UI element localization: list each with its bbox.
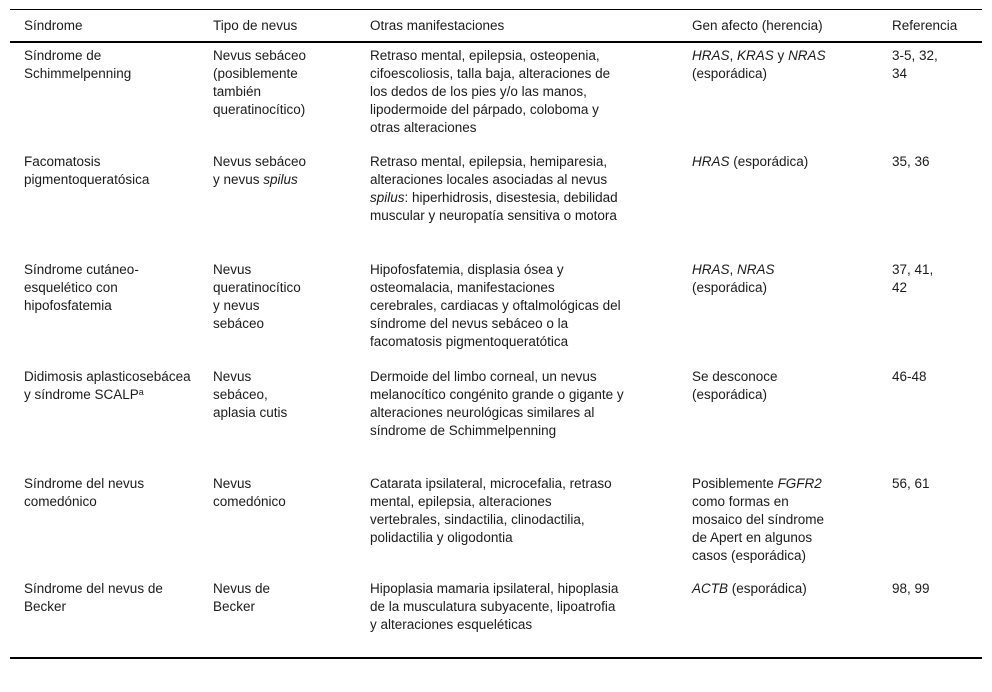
cell-referencia: 37, 41, 42	[892, 262, 934, 295]
column-header-tipo-de-nevus: Tipo de nevus	[213, 18, 298, 33]
cell-referencia: 98, 99	[892, 581, 930, 596]
cell-referencia: 35, 36	[892, 154, 930, 169]
cell-gen-afecto: Posiblemente FGFR2 como formas en mosaic…	[692, 476, 825, 563]
cell-otras-manifestaciones: Retraso mental, epilepsia, osteopenia, c…	[370, 48, 611, 135]
cell-tipo-de-nevus: Nevus comedónico	[213, 476, 286, 509]
syndromes-table: Síndrome Tipo de nevus Otras manifestaci…	[10, 9, 982, 659]
cell-otras-manifestaciones: Retraso mental, epilepsia, hemiparesia, …	[370, 154, 618, 223]
cell-tipo-de-nevus: Nevus de Becker	[213, 581, 271, 614]
cell-sindrome: Síndrome del nevus comedónico	[24, 476, 145, 509]
cell-tipo-de-nevus: Nevus sebáceo y nevus spilus	[213, 154, 307, 187]
table-row: Síndrome de Schimmelpenning Nevus sebáce…	[10, 43, 982, 149]
column-header-gen-afecto: Gen afecto (herencia)	[692, 18, 823, 33]
cell-gen-afecto: Se desconoce (esporádica)	[692, 369, 778, 402]
cell-gen-afecto: HRAS, KRAS y NRAS (esporádica)	[692, 48, 826, 81]
cell-tipo-de-nevus: Nevus queratinocítico y nevus sebáceo	[213, 262, 301, 331]
cell-sindrome: Síndrome cutáneo-esquelético con hipofos…	[24, 262, 139, 313]
cell-referencia: 56, 61	[892, 476, 930, 491]
column-header-referencia: Referencia	[892, 18, 958, 33]
cell-gen-afecto: HRAS (esporádica)	[692, 154, 809, 169]
cell-sindrome: Síndrome de Schimmelpenning	[24, 48, 132, 81]
column-header-otras-manifestaciones: Otras manifestaciones	[370, 18, 505, 33]
cell-tipo-de-nevus: Nevus sebáceo, aplasia cutis	[213, 369, 288, 420]
cell-gen-afecto: HRAS, NRAS (esporádica)	[692, 262, 775, 295]
cell-otras-manifestaciones: Dermoide del limbo corneal, un nevus mel…	[370, 369, 624, 438]
cell-sindrome: Didimosis aplasticosebácea y síndrome SC…	[24, 369, 191, 402]
cell-tipo-de-nevus: Nevus sebáceo (posiblemente también quer…	[213, 48, 307, 117]
cell-gen-afecto: ACTB (esporádica)	[692, 581, 807, 596]
cell-otras-manifestaciones: Hipofosfatemia, displasia ósea y osteoma…	[370, 262, 621, 349]
table-row: Didimosis aplasticosebácea y síndrome SC…	[10, 364, 982, 471]
cell-otras-manifestaciones: Catarata ipsilateral, microcefalia, retr…	[370, 476, 612, 545]
cell-sindrome: Síndrome del nevus de Becker	[24, 581, 163, 614]
table-row: Facomatosis pigmentoqueratósica Nevus se…	[10, 149, 982, 257]
cell-sindrome: Facomatosis pigmentoqueratósica	[24, 154, 150, 187]
table-body: Síndrome de Schimmelpenning Nevus sebáce…	[10, 43, 982, 659]
cell-referencia: 46-48	[892, 369, 927, 384]
cell-otras-manifestaciones: Hipoplasia mamaria ipsilateral, hipoplas…	[370, 581, 619, 632]
table-row: Síndrome del nevus comedónico Nevus come…	[10, 471, 982, 576]
column-header-sindrome: Síndrome	[24, 18, 83, 33]
cell-referencia: 3-5, 32, 34	[892, 48, 938, 81]
table-row: Síndrome cutáneo-esquelético con hipofos…	[10, 257, 982, 364]
table-row: Síndrome del nevus de Becker Nevus de Be…	[10, 576, 982, 657]
table-header-row: Síndrome Tipo de nevus Otras manifestaci…	[10, 10, 982, 43]
